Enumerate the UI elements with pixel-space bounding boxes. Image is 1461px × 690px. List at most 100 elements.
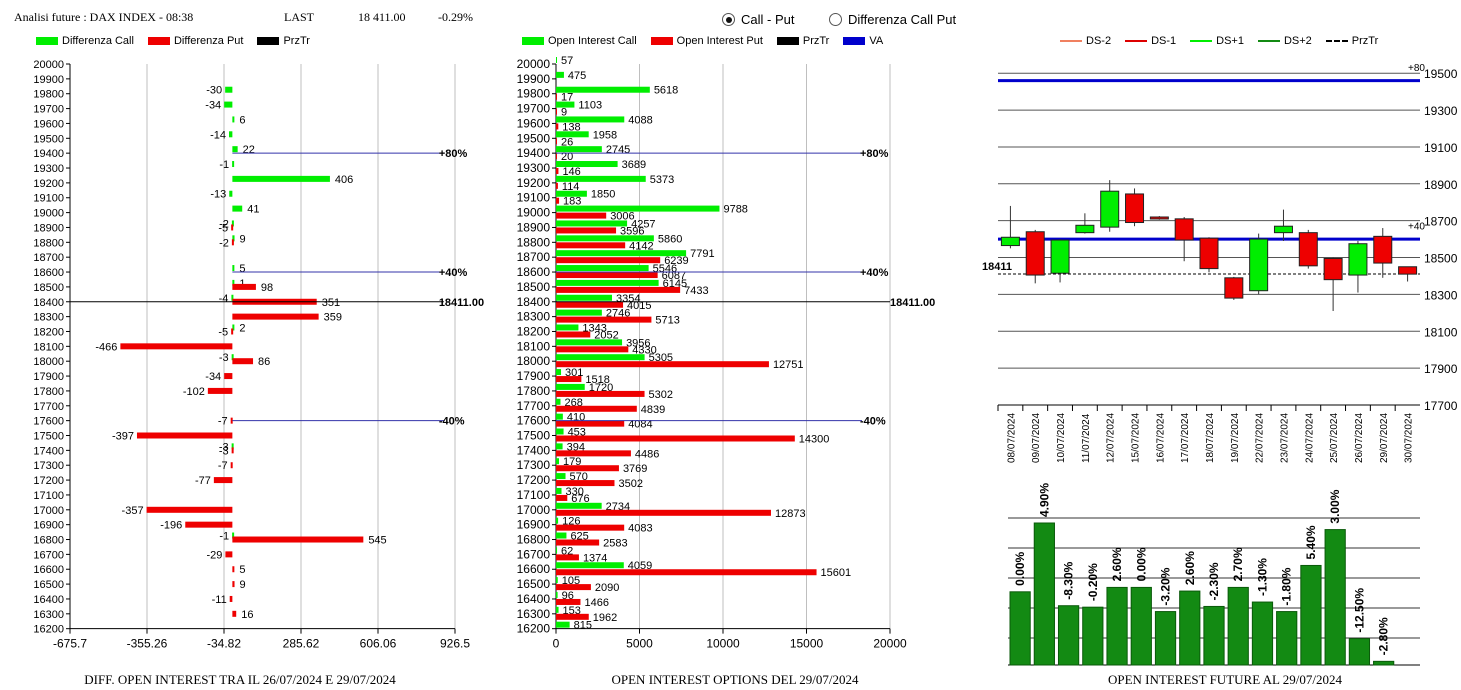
data-label: 0.00% bbox=[1013, 551, 1027, 585]
radio-differenza-call-put[interactable]: Differenza Call Put bbox=[829, 12, 956, 27]
x-tick-label: 15/07/2024 bbox=[1131, 413, 1142, 463]
bar bbox=[556, 369, 562, 376]
data-label: -14 bbox=[210, 129, 226, 141]
bar bbox=[556, 443, 563, 450]
bar bbox=[224, 373, 233, 380]
data-label: -29 bbox=[206, 549, 222, 561]
data-label: -2 bbox=[219, 218, 229, 230]
bar bbox=[231, 239, 234, 246]
data-label: 2583 bbox=[603, 538, 627, 550]
data-label: 41 bbox=[247, 204, 259, 216]
radio-call-put[interactable]: Call - Put bbox=[722, 12, 794, 27]
price-label: 18411.00 bbox=[439, 297, 484, 309]
y-tick-label: 17600 bbox=[33, 416, 64, 428]
data-label: 9 bbox=[240, 233, 246, 245]
caption-middle: OPEN INTEREST OPTIONS DEL 29/07/2024 bbox=[611, 672, 859, 687]
bar bbox=[231, 328, 234, 335]
y-tick-label: 17400 bbox=[33, 445, 64, 457]
y-tick-label: 17500 bbox=[33, 431, 64, 443]
y-tick-label: 17100 bbox=[517, 488, 551, 502]
y-tick-label: 18800 bbox=[33, 237, 64, 249]
bar bbox=[556, 554, 579, 561]
data-label: 26 bbox=[561, 136, 573, 148]
y-tick-label: 18500 bbox=[33, 282, 64, 294]
bar bbox=[556, 153, 557, 160]
y-tick-label: 19000 bbox=[517, 206, 551, 220]
reference-label: +40% bbox=[860, 267, 889, 279]
y-tick-label: 19100 bbox=[1424, 141, 1458, 155]
bar bbox=[556, 331, 591, 338]
x-tick-label: 23/07/2024 bbox=[1279, 413, 1290, 463]
reference-label: +80% bbox=[860, 148, 889, 160]
bar bbox=[556, 524, 625, 531]
x-tick-label: -34.82 bbox=[207, 637, 241, 651]
x-tick-label: 5000 bbox=[626, 637, 653, 651]
data-label: -8.30% bbox=[1062, 561, 1076, 599]
legend-line bbox=[1060, 40, 1082, 42]
data-label: -1 bbox=[219, 531, 229, 543]
candle-body bbox=[1323, 257, 1343, 281]
data-label: 4088 bbox=[628, 114, 652, 126]
price-label: 18411 bbox=[982, 261, 1012, 273]
y-tick-label: 17800 bbox=[517, 384, 551, 398]
bar bbox=[556, 458, 559, 465]
candle-body bbox=[1224, 277, 1244, 299]
y-tick-label: 18800 bbox=[517, 235, 551, 249]
y-tick-label: 20000 bbox=[33, 59, 64, 71]
y-tick-label: 18100 bbox=[517, 339, 551, 353]
bar bbox=[231, 294, 234, 301]
y-tick-label: 17500 bbox=[517, 429, 551, 443]
bar bbox=[556, 509, 771, 516]
candle-body bbox=[1273, 225, 1293, 234]
y-tick-label: 17700 bbox=[1424, 399, 1458, 413]
x-tick-label: 09/07/2024 bbox=[1031, 413, 1042, 463]
legend-label: PrzTr bbox=[1351, 35, 1379, 47]
bar bbox=[556, 71, 564, 78]
bar bbox=[556, 250, 687, 257]
level-annotation: +40 bbox=[1408, 222, 1425, 233]
bar bbox=[556, 487, 562, 494]
bar bbox=[556, 93, 557, 100]
bar bbox=[556, 220, 628, 227]
legend-item: DS+2 bbox=[1257, 35, 1312, 47]
data-label: 98 bbox=[261, 282, 273, 294]
y-tick-label: 17700 bbox=[33, 401, 64, 413]
data-label: 4839 bbox=[641, 404, 665, 416]
data-label: 330 bbox=[566, 486, 584, 498]
data-label: 5618 bbox=[654, 85, 678, 97]
y-tick-label: 18700 bbox=[517, 250, 551, 264]
data-label: 5373 bbox=[650, 174, 674, 186]
bar bbox=[556, 146, 602, 153]
y-tick-label: 19200 bbox=[517, 176, 551, 190]
legend-label: PrzTr bbox=[802, 35, 830, 47]
bar bbox=[556, 598, 581, 605]
candle-body bbox=[1125, 193, 1145, 224]
bar bbox=[232, 116, 235, 123]
data-label: -466 bbox=[95, 341, 117, 353]
data-label: 183 bbox=[563, 196, 581, 208]
data-label: 3689 bbox=[622, 159, 646, 171]
data-label: -1.80% bbox=[1280, 567, 1294, 605]
bar bbox=[556, 405, 637, 412]
data-label: -34 bbox=[205, 371, 221, 383]
y-tick-label: 18700 bbox=[33, 252, 64, 264]
data-label: -11 bbox=[212, 594, 227, 606]
bar bbox=[1106, 586, 1128, 666]
legend-label: Open Interest Call bbox=[548, 35, 637, 47]
x-tick-label: 30/07/2024 bbox=[1404, 413, 1415, 463]
bar bbox=[232, 235, 235, 242]
radio-selected-icon bbox=[722, 13, 735, 26]
y-tick-label: 16700 bbox=[517, 547, 551, 561]
bar bbox=[556, 539, 600, 546]
data-label: 7433 bbox=[684, 285, 708, 297]
legend-swatch bbox=[650, 37, 673, 45]
data-label: 146 bbox=[562, 166, 580, 178]
x-tick-label: 606.06 bbox=[360, 637, 397, 651]
y-tick-label: 19600 bbox=[517, 116, 551, 130]
bar bbox=[556, 361, 769, 368]
bar bbox=[231, 447, 234, 454]
legend-item: DS+1 bbox=[1190, 35, 1244, 47]
data-label: 0.00% bbox=[1134, 547, 1148, 581]
y-tick-label: 19300 bbox=[517, 161, 551, 175]
data-label: 6239 bbox=[664, 255, 688, 267]
